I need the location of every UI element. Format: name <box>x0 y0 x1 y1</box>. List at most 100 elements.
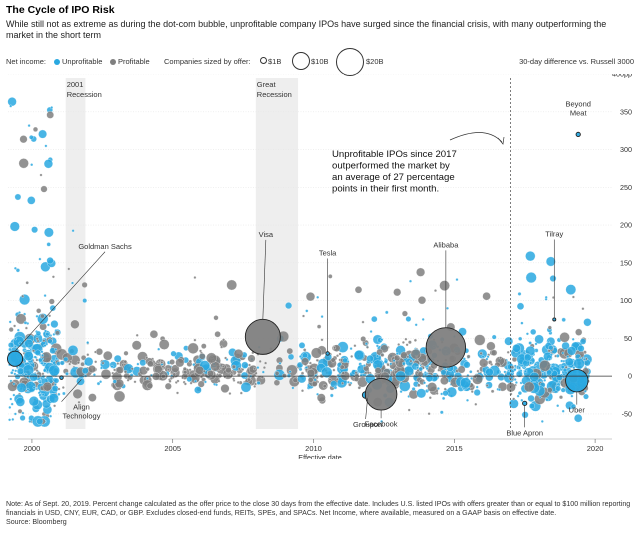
ipo-dot <box>43 159 53 169</box>
ipo-dot <box>366 345 369 349</box>
ipo-dot <box>274 371 280 376</box>
company-label: Tesla <box>319 248 337 257</box>
ipo-dot <box>512 344 521 353</box>
ipo-dot <box>517 391 522 396</box>
ipo-dot <box>417 296 427 305</box>
ipo-dot <box>41 374 46 379</box>
ipo-dot <box>18 311 21 314</box>
ipo-dot <box>220 345 224 349</box>
ipo-dot <box>189 381 193 385</box>
ipo-dot <box>254 371 258 375</box>
ipo-dot <box>298 342 306 349</box>
ipo-dot <box>46 242 51 247</box>
ipo-dot <box>48 393 59 404</box>
ipo-dot <box>315 358 319 362</box>
ipo-dot <box>441 396 446 401</box>
ipo-dot <box>15 397 25 407</box>
ipo-dot <box>437 368 441 372</box>
ipo-dot <box>116 366 124 374</box>
ipo-dot <box>305 309 309 313</box>
ipo-dot <box>316 393 326 403</box>
ipo-dot <box>233 349 244 359</box>
highlight-dot <box>364 378 398 411</box>
ipo-dot <box>136 362 140 366</box>
ipo-dot <box>149 330 159 339</box>
company-label: Tilray <box>545 229 563 238</box>
ipo-dot <box>214 331 221 338</box>
ipo-dot <box>517 366 521 370</box>
ipo-dot <box>455 278 459 282</box>
ipo-dot <box>512 397 516 401</box>
ipo-dot <box>305 368 309 372</box>
ipo-dot <box>474 402 478 406</box>
ipo-dot <box>14 369 18 373</box>
ipo-dot <box>109 361 117 369</box>
ipo-dot <box>328 274 333 279</box>
source: Source: Bloomberg <box>6 518 67 526</box>
ipo-dot <box>38 357 43 363</box>
ipo-dot <box>48 298 55 305</box>
ipo-dot <box>232 377 236 381</box>
x-tick-label: 2020 <box>587 444 604 453</box>
ipo-dot <box>240 381 252 393</box>
ipo-dot <box>316 324 322 329</box>
ipo-dot <box>13 324 17 328</box>
ipo-dot <box>506 350 510 354</box>
ipo-dot <box>16 382 27 393</box>
ipo-dot <box>69 360 73 364</box>
ipo-dot <box>236 380 240 384</box>
ipo-dot <box>375 354 380 358</box>
ipo-dot <box>386 363 390 367</box>
ipo-dot <box>35 337 39 341</box>
ipo-dot <box>306 369 316 378</box>
ipo-dot <box>215 383 218 387</box>
company-label: Groupon <box>353 420 382 429</box>
ipo-dot <box>408 340 412 345</box>
ipo-dot <box>354 286 363 294</box>
ipo-dot <box>402 361 406 366</box>
ipo-dot <box>457 365 466 374</box>
ipo-dot <box>544 295 548 299</box>
ipo-dot <box>561 409 565 413</box>
ipo-dot <box>547 357 551 361</box>
ipo-dot <box>14 337 18 341</box>
leader-line <box>365 398 368 420</box>
ipo-dot <box>262 366 266 370</box>
ipo-dot <box>559 332 570 343</box>
legend-size-label: Companies sized by offer: <box>164 57 251 66</box>
ipo-dot <box>101 361 105 365</box>
y-tick-label: 200 <box>620 221 632 230</box>
ipo-dot <box>27 196 36 205</box>
ipo-dot <box>99 380 103 384</box>
ipo-dot <box>95 348 103 356</box>
ipo-dot <box>546 369 553 376</box>
ipo-dot <box>130 367 134 371</box>
ipo-dot <box>139 359 147 367</box>
ipo-dot <box>19 135 28 144</box>
ipo-dot <box>203 380 207 384</box>
ipo-dot <box>485 357 489 361</box>
ipo-dot <box>360 336 367 342</box>
y-tick-label: 100 <box>620 296 632 305</box>
ipo-dot <box>520 321 524 325</box>
ipo-dot <box>224 356 228 360</box>
ipo-dot <box>51 382 55 386</box>
ipo-dot <box>42 368 47 373</box>
ipo-dot <box>145 356 149 360</box>
ipo-dot <box>361 320 365 324</box>
x-axis-label: Effective date <box>298 453 341 459</box>
ipo-dot <box>385 310 389 315</box>
ipo-dot <box>188 368 192 372</box>
ipo-dot <box>182 366 187 371</box>
ipo-dot <box>194 379 197 383</box>
ipo-dot <box>86 341 90 345</box>
ipo-dot <box>322 384 327 389</box>
ipo-dot <box>540 419 544 423</box>
ipo-dot <box>23 351 34 361</box>
ipo-dot <box>485 384 489 387</box>
ipo-dot <box>247 377 251 382</box>
ipo-dot <box>561 317 566 322</box>
ipo-dot <box>76 361 80 365</box>
legend-profitable-label: Profitable <box>118 57 150 66</box>
ipo-dot <box>560 359 564 363</box>
